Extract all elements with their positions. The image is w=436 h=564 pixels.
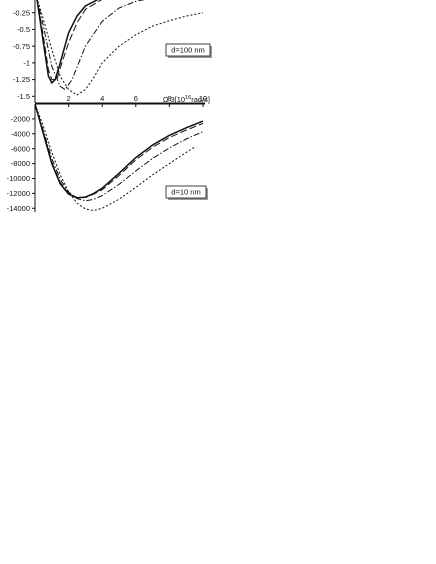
y-tick-label: -12000: [7, 189, 30, 198]
y-tick-label: -1.5: [17, 92, 30, 101]
x-tick-label: 8: [167, 94, 171, 103]
x-tick-label: 10: [199, 94, 207, 103]
chart-top: -0.25 -0.5 -0.75 -1 -1.25 -1.5 d=100 nm Ω 3[101…: [13, 0, 212, 104]
series-line-longdash: [35, 104, 204, 198]
y-tick-label: -0.25: [13, 8, 30, 17]
annotation-box: d=100 nm: [165, 43, 212, 58]
y-tick-label: -1.25: [13, 75, 30, 84]
y-tick-label: -8000: [11, 159, 30, 168]
series-line-dotted: [36, 0, 204, 96]
y-tick-label: -0.5: [17, 25, 30, 34]
annotation-label: d=10 nm: [171, 188, 200, 197]
x-tick-label: 2: [67, 94, 71, 103]
y-tick-label: -6000: [11, 144, 30, 153]
series-line-solid: [35, 104, 204, 199]
series-line-longdash: [36, 0, 103, 81]
y-tick-label: -0.75: [13, 42, 30, 51]
x-tick-label: 6: [134, 94, 138, 103]
y-tick-label: -1: [23, 58, 30, 67]
y-tick-label: -4000: [11, 129, 30, 138]
series-line-dashdot: [35, 104, 204, 202]
y-tick-label: -10000: [7, 174, 30, 183]
annotation-box: d=10 nm: [165, 185, 208, 200]
series-line-dashdot: [36, 0, 146, 91]
x-tick-label: 4: [100, 94, 104, 103]
y-tick-label: -2000: [11, 114, 30, 123]
series-line-dotted: [35, 104, 195, 212]
y-tick-label: -14000: [7, 204, 30, 213]
x-axis-label: Ω 3[1016rad/s]: [163, 95, 210, 104]
annotation-label: d=100 nm: [171, 46, 205, 55]
series-line-solid: [36, 0, 99, 85]
chart-bottom: -2000 -4000 -6000 -8000 -10000 -12000 -14000 2 4…: [7, 94, 208, 213]
